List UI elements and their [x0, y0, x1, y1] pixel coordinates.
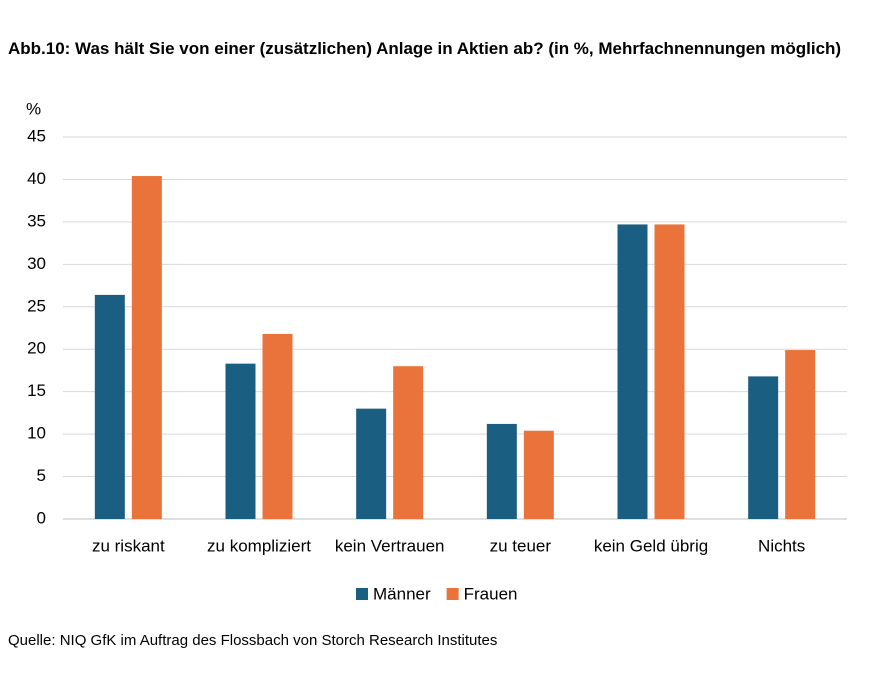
bar: [617, 224, 648, 520]
y-tick-label: 45: [27, 126, 46, 145]
bar: [748, 376, 779, 519]
bar: [654, 224, 685, 520]
y-tick-label: 25: [27, 296, 46, 315]
bar: [262, 333, 293, 519]
legend-label: Männer: [373, 584, 431, 603]
x-tick-label: zu kompliziert: [207, 536, 311, 555]
bar: [94, 294, 125, 519]
bar: [131, 176, 162, 519]
y-tick-label: 40: [27, 169, 46, 188]
y-tick-label: 20: [27, 339, 46, 358]
legend-label: Frauen: [464, 584, 518, 603]
bar: [486, 423, 517, 519]
x-tick-label: kein Geld übrig: [594, 536, 708, 555]
bar: [225, 363, 256, 519]
x-tick-label: zu teuer: [490, 536, 552, 555]
legend-swatch: [356, 588, 368, 600]
x-tick-label: zu riskant: [92, 536, 165, 555]
y-tick-label: 10: [27, 424, 46, 443]
source-note: Quelle: NIQ GfK im Auftrag des Flossbach…: [8, 632, 498, 649]
y-tick-label: 0: [37, 508, 46, 527]
x-tick-label: Nichts: [758, 536, 805, 555]
y-tick-label: 30: [27, 254, 46, 273]
bar: [356, 408, 387, 519]
legend-swatch: [446, 588, 459, 600]
x-tick-label: kein Vertrauen: [335, 536, 445, 555]
y-tick-label: 35: [27, 211, 46, 230]
bar: [523, 430, 554, 519]
bar: [393, 366, 424, 519]
y-tick-label: 5: [37, 466, 46, 485]
bar: [785, 350, 816, 519]
y-tick-label: 15: [27, 381, 46, 400]
y-axis-label: %: [26, 99, 41, 118]
chart-title: Abb.10: Was hält Sie von einer (zusätzli…: [8, 39, 842, 58]
